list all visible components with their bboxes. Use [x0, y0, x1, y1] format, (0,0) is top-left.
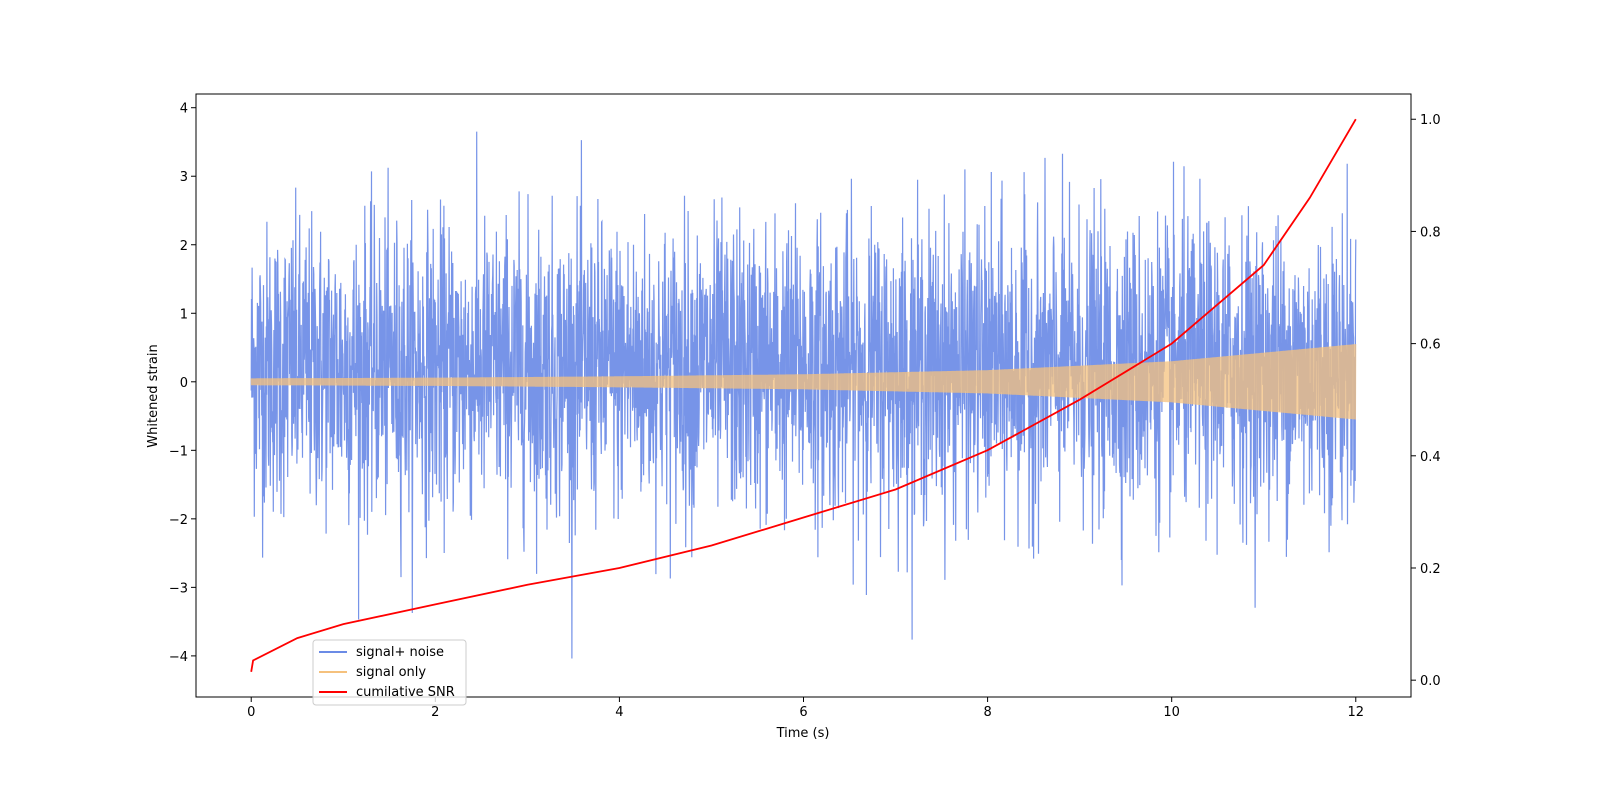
y2-tick-label: 1.0: [1420, 113, 1441, 128]
y-tick-label: 4: [180, 102, 188, 117]
legend-label-signal-noise: signal+ noise: [356, 645, 444, 660]
legend-label-snr: cumilative SNR: [356, 685, 455, 700]
y2-tick-label: 0.2: [1420, 562, 1441, 577]
x-tick-label: 2: [431, 705, 439, 720]
y-tick-label: −1: [169, 444, 188, 459]
y2-tick-label: 0.0: [1420, 674, 1441, 689]
x-axis: 0 2 4 6 8 10 12: [247, 697, 1364, 720]
y-tick-label: 1: [180, 307, 188, 322]
series-cumulative-snr: [250, 118, 1357, 672]
y-tick-label: −3: [169, 581, 188, 596]
y-axis-left: −4 −3 −2 −1 0 1 2 3 4: [169, 102, 196, 665]
y-axis-right: 0.0 0.2 0.4 0.6 0.8 1.0: [1411, 113, 1441, 689]
x-tick-label: 4: [615, 705, 623, 720]
x-tick-label: 6: [799, 705, 807, 720]
x-tick-label: 10: [1163, 705, 1180, 720]
y-tick-label: 0: [180, 376, 188, 391]
x-tick-label: 0: [247, 705, 255, 720]
x-tick-label: 8: [983, 705, 991, 720]
x-axis-label: Time (s): [776, 726, 830, 741]
legend-box: [312, 639, 467, 706]
y-tick-label: 3: [180, 170, 188, 185]
legend: signal+ noise signal only cumilative SNR: [312, 639, 467, 706]
series-layer: [250, 118, 1357, 672]
y2-tick-label: 0.4: [1420, 450, 1441, 465]
y-tick-label: −4: [169, 650, 188, 665]
y-axis-label: Whitened strain: [146, 344, 161, 447]
x-tick-label: 12: [1347, 705, 1364, 720]
y2-tick-label: 0.6: [1420, 338, 1441, 353]
legend-label-signal-only: signal only: [356, 665, 426, 680]
y-tick-label: −2: [169, 513, 188, 528]
y2-tick-label: 0.8: [1420, 225, 1441, 240]
series-signal-only: [250, 344, 1357, 420]
y-tick-label: 2: [180, 239, 188, 254]
